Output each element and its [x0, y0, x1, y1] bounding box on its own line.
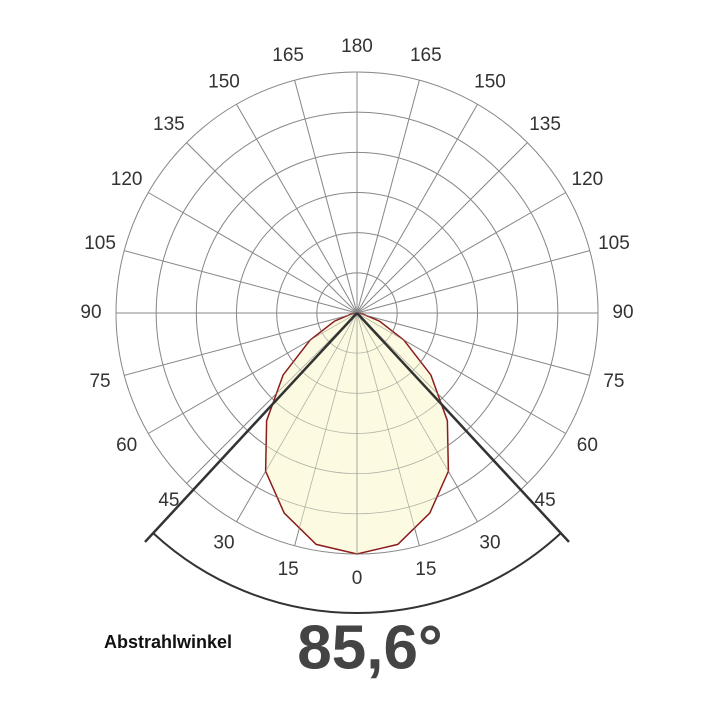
- angle-label: 180: [341, 36, 373, 57]
- beam-arc: [152, 532, 562, 614]
- angle-label: 150: [208, 72, 240, 93]
- angle-label: 75: [89, 371, 110, 392]
- grid-circle-overlay: [276, 232, 438, 394]
- angle-label: 120: [572, 169, 604, 190]
- angle-label: 120: [111, 169, 143, 190]
- angle-label: 0: [352, 568, 363, 589]
- angle-label: 60: [116, 435, 137, 456]
- angle-label: 135: [529, 114, 561, 135]
- angle-label: 105: [84, 233, 116, 254]
- angle-label: 75: [603, 371, 624, 392]
- angle-label: 30: [479, 532, 500, 553]
- angle-label: 105: [598, 233, 630, 254]
- angle-label: 45: [535, 490, 556, 511]
- grid-circle-overlay: [195, 151, 519, 475]
- angle-label: 150: [474, 72, 506, 93]
- angle-label: 165: [410, 45, 442, 66]
- angle-label: 15: [415, 559, 436, 580]
- grid-circle-overlay: [236, 192, 478, 434]
- angle-label: 135: [153, 114, 185, 135]
- angle-label: 15: [278, 559, 299, 580]
- beam-edge: [144, 312, 358, 543]
- annotation-label: Abstrahlwinkel: [104, 632, 232, 652]
- beam-edge: [356, 312, 570, 543]
- angle-label: 90: [80, 302, 101, 323]
- grid-circle-overlay: [316, 272, 398, 354]
- angle-label: 90: [612, 302, 633, 323]
- grid-circle-overlay: [115, 71, 599, 555]
- angle-label: 165: [272, 45, 304, 66]
- angle-label: 45: [158, 490, 179, 511]
- angle-label: 30: [213, 532, 234, 553]
- grid-circle-overlay: [155, 111, 559, 515]
- annotation-value: 85,6°: [297, 613, 442, 682]
- angle-label: 60: [577, 435, 598, 456]
